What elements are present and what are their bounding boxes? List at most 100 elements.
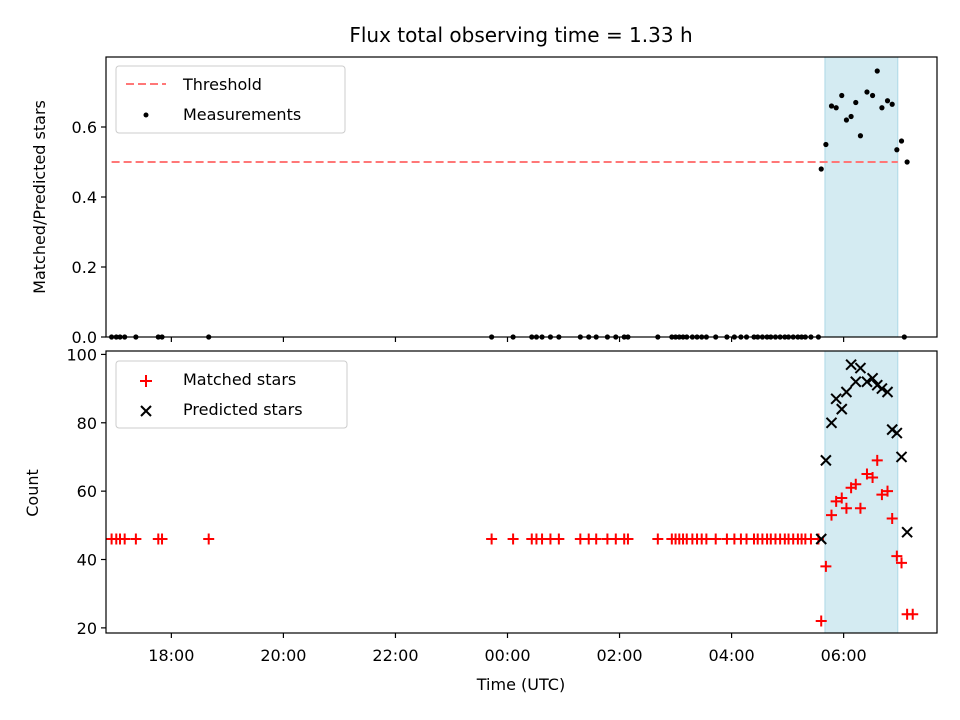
measurement-point [874,68,880,74]
bottom-y-ticks: 20 40 60 80 100 [66,345,106,638]
predicted-star-point [836,403,848,415]
legend-measurements-label: Measurements [183,105,301,124]
bottom-y-tick-label: 40 [77,551,97,570]
top-y-axis-label: Matched/Predicted stars [30,100,49,294]
matched-star-point [820,560,832,572]
predicted-stars-points [815,358,913,545]
measurement-point [828,103,835,109]
top-panel: 0.0 0.2 0.4 0.6 Matched/Predicted stars Thr… [30,56,938,347]
predicted-star-point [825,417,838,429]
predicted-star-point [881,386,894,398]
predicted-star-point [815,533,827,545]
matched-star-point [891,550,903,562]
x-tick-label: 04:00 [709,646,755,665]
legend-measurement-swatch [143,112,149,118]
measurement-point [898,138,905,144]
measurement-point [879,105,885,111]
legend-predicted-swatch [140,405,152,417]
matched-star-point [850,478,862,490]
predicted-star-point [830,393,842,405]
measurement-point [894,147,900,153]
measurement-point [869,92,876,99]
bottom-y-tick-label: 60 [77,482,97,501]
matched-star-point [871,454,883,466]
predicted-star-point [845,358,857,371]
matched-stars-points [106,454,919,627]
legend-matched-label: Matched stars [183,370,296,389]
x-tick-label: 06:00 [821,646,867,665]
matched-star-point [896,557,908,569]
top-highlight-span [824,56,899,338]
legend-threshold-label: Threshold [182,75,262,94]
matched-star-point [710,533,722,545]
measurement-point [843,117,850,123]
x-tick-label: 02:00 [596,646,642,665]
measurement-points [109,68,910,340]
predicted-star-point [891,427,903,439]
matched-star-point [486,533,498,545]
top-y-tick-label: 0.0 [72,328,97,347]
top-y-tick-label: 0.4 [72,188,97,207]
measurement-point [904,159,910,165]
bottom-legend: Matched stars Predicted stars [115,360,348,429]
matched-star-point [815,615,827,627]
matched-star-point [867,471,879,483]
top-legend-box [115,65,346,134]
matched-star-point [825,509,837,521]
x-tick-label: 22:00 [372,646,418,665]
matched-star-point [203,533,215,545]
bottom-y-tick-label: 20 [77,619,97,638]
bottom-y-axis-label: Count [23,469,42,517]
measurement-point [889,101,895,107]
measurement-point [853,99,859,106]
matched-star-point [119,533,131,545]
matched-star-point [840,502,852,514]
top-y-tick-label: 0.2 [72,258,97,277]
predicted-star-point [850,376,862,388]
matched-star-point [830,495,842,507]
matched-star-point [854,502,866,514]
measurement-point [839,92,845,99]
top-y-ticks: 0.0 0.2 0.4 0.6 [72,118,106,347]
predicted-star-point [866,372,879,385]
predicted-star-point [840,386,853,398]
bottom-y-tick-label: 100 [66,345,97,364]
matched-star-point [836,492,848,504]
measurement-point [848,113,854,120]
x-axis-label: Time (UTC) [476,675,565,694]
matched-star-point [886,512,898,524]
legend-predicted-label: Predicted stars [183,400,303,419]
matched-star-point [700,533,712,545]
predicted-star-point [876,382,888,395]
matched-star-point [652,533,664,545]
measurement-point [823,141,829,148]
matched-star-point [876,489,888,501]
predicted-star-point [820,454,832,467]
bottom-plot-frame [105,350,938,634]
matched-star-point [507,533,519,545]
measurement-point [833,105,839,111]
x-ticks: 18:00 20:00 22:00 00:00 02:00 04:00 06:00 [148,337,867,665]
top-legend: Threshold Measurements [115,65,346,134]
x-tick-label: 18:00 [148,646,194,665]
matched-star-point [553,533,565,545]
matched-star-point [130,533,142,545]
bottom-panel: 20 40 60 80 100 18:00 20:00 22:00 00:00 02:00 04:… [23,337,938,694]
predicted-star-point [854,362,867,374]
top-y-tick-label: 0.6 [72,118,97,137]
matched-star-point [156,533,168,545]
predicted-star-point [901,526,913,538]
predicted-star-point [861,376,873,388]
matched-star-point [882,485,894,497]
chart-title: Flux total observing time = 1.33 h [349,23,692,47]
x-tick-label: 00:00 [484,646,530,665]
measurement-point [818,166,824,172]
bottom-legend-box [115,360,348,429]
measurement-point [857,133,864,139]
matched-star-point [861,468,873,480]
measurement-point [884,98,891,104]
matched-star-point [590,533,602,545]
legend-matched-swatch [140,375,152,387]
matched-star-point [622,533,634,545]
